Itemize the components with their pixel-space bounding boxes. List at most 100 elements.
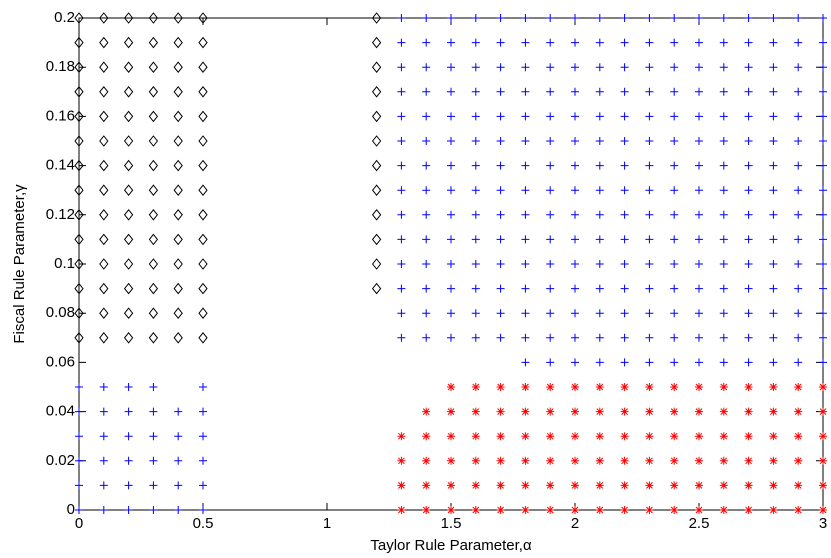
marker — [695, 186, 703, 195]
marker — [769, 210, 778, 219]
marker — [819, 383, 827, 391]
marker — [422, 112, 431, 121]
marker — [173, 110, 183, 123]
marker — [546, 358, 555, 367]
marker — [148, 61, 159, 74]
marker — [695, 137, 703, 145]
x-tick-label: 0.5 — [193, 515, 214, 532]
marker — [397, 210, 406, 219]
marker — [819, 309, 827, 318]
marker — [794, 383, 803, 391]
marker — [422, 432, 431, 441]
marker — [174, 432, 183, 441]
marker — [148, 282, 159, 295]
y-tick-label: 0.2 — [54, 9, 75, 26]
marker — [123, 61, 134, 74]
marker — [173, 159, 183, 172]
marker — [496, 383, 505, 391]
marker — [719, 456, 728, 465]
marker — [595, 210, 604, 219]
marker — [123, 184, 134, 197]
marker — [620, 161, 629, 170]
marker — [124, 383, 133, 391]
marker — [397, 63, 406, 72]
marker — [744, 407, 753, 416]
y-tick-label: 0.1 — [54, 255, 75, 272]
marker — [496, 14, 505, 22]
marker — [496, 481, 505, 490]
marker — [719, 432, 728, 441]
marker — [371, 233, 382, 246]
marker — [695, 309, 703, 318]
marker — [571, 112, 579, 121]
marker — [645, 481, 654, 490]
marker — [620, 309, 629, 318]
marker — [521, 14, 530, 22]
marker — [546, 260, 555, 268]
marker — [123, 282, 134, 295]
marker — [744, 87, 753, 96]
marker — [471, 14, 480, 22]
y-axis-label: Fiscal Rule Parameter,γ — [11, 184, 28, 344]
marker — [521, 63, 530, 72]
marker — [571, 284, 579, 293]
marker — [695, 358, 703, 367]
marker — [695, 87, 703, 96]
marker — [99, 233, 109, 246]
y-tick-label: 0.14 — [46, 157, 75, 174]
marker — [198, 208, 208, 221]
marker — [422, 407, 431, 416]
marker — [521, 260, 530, 268]
marker — [174, 407, 183, 416]
marker — [173, 331, 183, 344]
marker — [546, 38, 555, 47]
marker — [74, 12, 84, 24]
marker — [397, 456, 406, 465]
marker — [744, 309, 753, 318]
x-tick-label: 0 — [75, 515, 83, 532]
marker — [496, 284, 505, 293]
marker — [496, 432, 505, 441]
marker — [595, 112, 604, 121]
marker — [620, 210, 629, 219]
marker — [124, 407, 133, 416]
marker — [173, 184, 183, 197]
marker — [670, 407, 679, 416]
y-tick-label: 0.06 — [46, 353, 75, 370]
marker — [123, 331, 134, 344]
marker — [123, 135, 134, 147]
marker — [595, 260, 604, 268]
marker — [447, 260, 455, 268]
marker — [471, 235, 480, 244]
marker — [794, 309, 803, 318]
marker — [595, 383, 604, 391]
marker — [397, 506, 406, 514]
marker — [571, 38, 579, 47]
marker — [744, 112, 753, 121]
marker — [719, 333, 728, 342]
marker — [173, 36, 183, 49]
marker — [199, 407, 207, 416]
marker — [546, 407, 555, 416]
marker — [744, 383, 753, 391]
marker — [74, 331, 84, 344]
marker — [645, 407, 654, 416]
marker — [371, 61, 382, 74]
marker — [769, 284, 778, 293]
marker — [645, 112, 654, 121]
marker — [397, 235, 406, 244]
marker — [496, 186, 505, 195]
marker — [670, 358, 679, 367]
marker — [496, 506, 505, 514]
marker — [99, 85, 109, 98]
marker — [397, 137, 406, 145]
marker — [496, 260, 505, 268]
marker — [123, 85, 134, 98]
marker — [148, 208, 159, 221]
marker — [794, 186, 803, 195]
marker — [74, 208, 84, 221]
marker — [471, 38, 480, 47]
marker — [769, 481, 778, 490]
